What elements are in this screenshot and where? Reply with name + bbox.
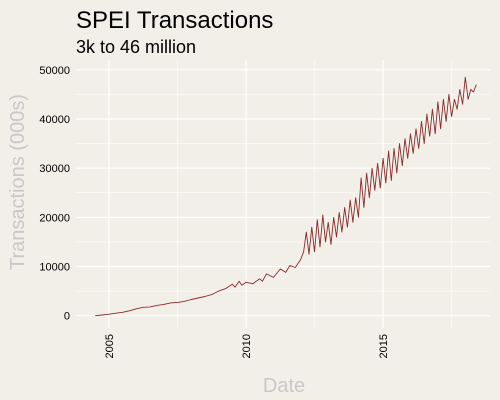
x-tick-label: 2005 (104, 334, 116, 358)
y-tick-label: 50000 (39, 65, 70, 77)
y-tick-label: 20000 (39, 212, 70, 224)
y-tick-label: 30000 (39, 163, 70, 175)
x-axis-label: Date (263, 375, 305, 397)
chart-title: SPEI Transactions (76, 7, 273, 34)
y-tick-label: 10000 (39, 262, 70, 274)
series-line (95, 76, 477, 317)
tick-labels: 0 10000 20000 30000 40000 50000 2005 2010 2015 (39, 65, 390, 359)
y-axis-label: Transactions (000s) (7, 94, 29, 270)
series-layer (95, 76, 477, 317)
grid (76, 60, 490, 328)
chart-subtitle: 3k to 46 million (76, 37, 196, 57)
x-tick-label: 2015 (378, 334, 390, 358)
y-tick-label: 0 (64, 311, 70, 323)
x-tick-label: 2010 (241, 334, 253, 358)
y-tick-label: 40000 (39, 114, 70, 126)
